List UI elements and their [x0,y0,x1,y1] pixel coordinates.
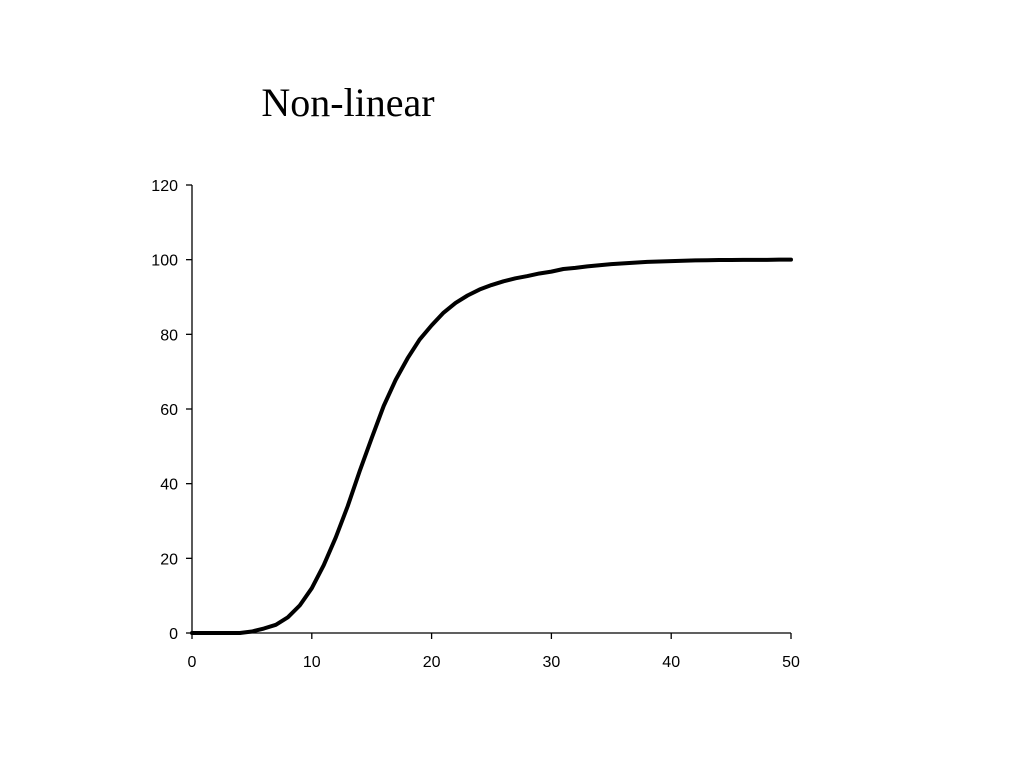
axes [191,185,791,634]
series-line [190,257,793,635]
x-tick-label: 40 [662,654,680,671]
y-tick-label: 40 [160,477,178,494]
y-tick-label: 0 [169,626,178,643]
tick-marks [186,184,792,639]
tick-labels: 0 20 40 60 80 100 120 0 10 20 30 40 50 [151,178,800,671]
series-group [190,257,793,635]
x-tick-label: 30 [543,654,561,671]
x-tick-label: 20 [423,654,441,671]
x-tick-label: 10 [303,654,321,671]
y-tick-label: 60 [160,402,178,419]
y-tick-label: 80 [160,327,178,344]
y-tick-label: 120 [151,178,178,195]
x-tick-label: 50 [782,654,800,671]
y-tick-label: 100 [151,253,178,270]
x-tick-label: 0 [188,654,197,671]
y-tick-label: 20 [160,551,178,568]
chart-title: Non-linear [261,80,434,125]
